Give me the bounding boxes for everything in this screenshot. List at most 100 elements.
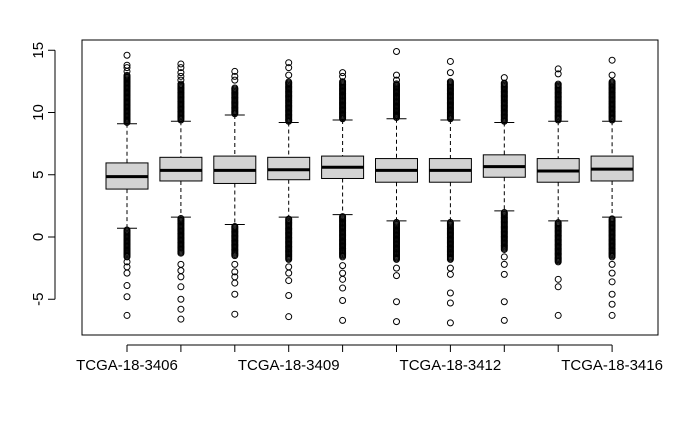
outlier-point (231, 76, 239, 84)
outlier-point (393, 71, 400, 79)
outlier-point (231, 310, 239, 318)
outlier-point (285, 263, 293, 271)
outlier-point (177, 315, 185, 323)
outlier-point (177, 72, 185, 80)
outlier-point (554, 275, 562, 283)
outlier-point-lower (339, 213, 347, 221)
x-axis: TCGA-18-3406 TCGA-18-3409 TCGA-18-3412 TCGA… (76, 344, 663, 374)
outlier-point-upper (231, 84, 239, 92)
y-tick-label: 5 (30, 171, 47, 179)
outlier-point (393, 264, 400, 272)
outlier-point-lower (393, 218, 400, 226)
outlier-point (608, 311, 616, 319)
outlier-point-lower (554, 219, 562, 227)
outlier-point-lower (285, 215, 293, 223)
outlier-point-upper (500, 79, 508, 87)
outlier-point-upper (123, 71, 131, 79)
outlier-point (554, 283, 562, 291)
outlier-point (339, 69, 347, 77)
box-group (267, 59, 311, 321)
outlier-point-lower (177, 214, 185, 222)
x-tick-label: TCGA-18-3412 (400, 357, 502, 374)
outlier-point (608, 269, 616, 277)
x-tick-label: TCGA-18-3409 (238, 357, 340, 374)
outlier-point (393, 298, 400, 306)
y-tick-label: 0 (30, 233, 47, 241)
outlier-point (446, 289, 454, 297)
outlier-point (285, 313, 293, 321)
outlier-point (177, 60, 185, 68)
outlier-point (500, 270, 508, 278)
outlier-point (123, 51, 131, 59)
outlier-point-upper (446, 78, 454, 86)
outlier-point (231, 290, 239, 298)
outlier-point (608, 56, 616, 64)
outlier-point (339, 275, 347, 283)
outlier-point (177, 273, 185, 281)
outlier-point (177, 305, 185, 313)
outlier-point (285, 71, 293, 79)
outlier-point (608, 71, 616, 79)
outlier-point (500, 74, 508, 82)
outlier-point (231, 268, 239, 276)
box-group (105, 51, 149, 319)
outlier-point (446, 299, 454, 307)
outlier-point (123, 258, 131, 266)
outlier-point-lower (231, 223, 239, 231)
outlier-point (285, 292, 293, 300)
outlier-point (123, 269, 131, 277)
outlier-point-lower (446, 218, 454, 226)
outlier-point (177, 76, 185, 84)
plot-frame (81, 39, 659, 336)
outlier-point-upper (339, 78, 347, 86)
outlier-point (231, 72, 239, 80)
outlier-point (393, 76, 400, 84)
outlier-point (177, 69, 185, 77)
outlier-point (446, 264, 454, 272)
outlier-point (393, 272, 400, 280)
outlier-point-upper (608, 78, 616, 86)
outlier-point (339, 316, 347, 324)
box-group (159, 60, 203, 323)
outlier-point (500, 253, 508, 261)
outlier-point-upper (177, 80, 185, 88)
outlier-point (231, 67, 239, 75)
y-tick-label: 15 (30, 42, 47, 59)
outlier-point (608, 290, 616, 298)
outlier-point (554, 70, 562, 78)
box-group (321, 69, 365, 324)
outlier-point-lower (123, 226, 131, 234)
outlier-point-upper (285, 78, 293, 86)
y-tick-label: 10 (30, 104, 47, 121)
outlier-point (500, 298, 508, 306)
x-tick-label: TCGA-18-3406 (76, 357, 178, 374)
outlier-point (339, 262, 347, 270)
outlier-point (393, 47, 400, 55)
outlier-point (500, 260, 508, 268)
outlier-point (554, 65, 562, 73)
outlier-point (177, 295, 185, 303)
outlier-point-upper (393, 80, 400, 88)
outlier-point (285, 269, 293, 277)
outlier-point (446, 270, 454, 278)
outlier-point (177, 267, 185, 275)
box-group (482, 74, 526, 324)
box-group (375, 47, 418, 326)
y-axis: -5 0 5 10 15 (30, 42, 56, 306)
outlier-point-upper (554, 80, 562, 88)
y-tick-label: -5 (30, 293, 47, 306)
outlier-point (231, 260, 239, 268)
outlier-point (446, 319, 454, 327)
outlier-point (446, 69, 454, 77)
box-group (428, 57, 472, 327)
outlier-point (446, 57, 454, 65)
outlier-point (339, 269, 347, 277)
outlier-point (123, 67, 131, 75)
outlier-point (608, 278, 616, 286)
outlier-point (608, 260, 616, 268)
outlier-point (554, 311, 562, 319)
box-group (536, 65, 580, 319)
outlier-point (177, 283, 185, 291)
outlier-point (285, 59, 293, 67)
outlier-point (177, 260, 185, 268)
